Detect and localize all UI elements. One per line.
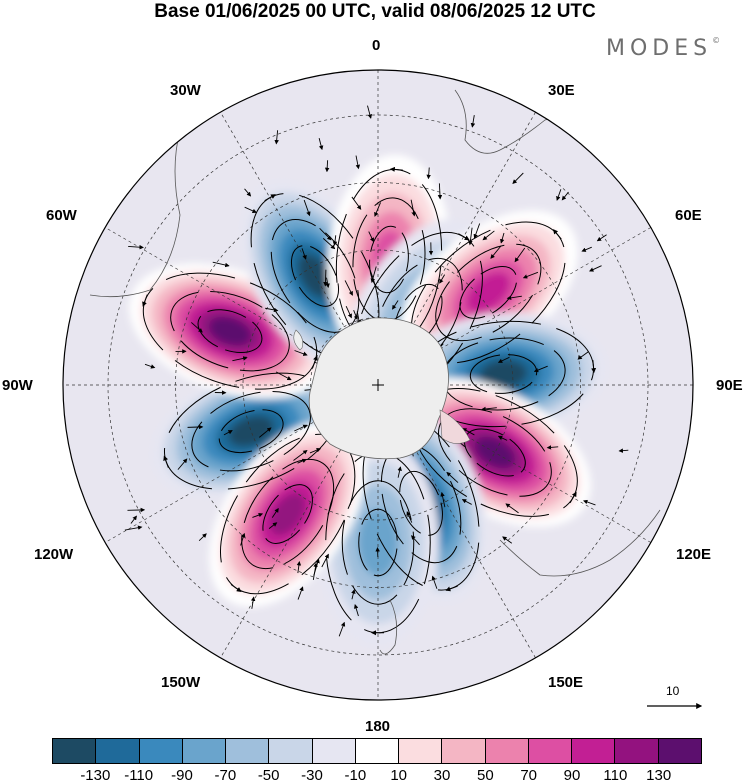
colorbar-tick-label: 130 [646,767,671,784]
colorbar-swatch [53,739,96,763]
colorbar-swatch [96,739,139,763]
colorbar-swatch [140,739,183,763]
lon-label-60w: 60W [46,207,77,224]
colorbar-swatch [269,739,312,763]
colorbar-tick-label: 90 [564,767,581,784]
colorbar-swatch [313,739,356,763]
lon-label-90e: 90E [716,377,743,394]
lon-label-150w: 150W [161,674,200,691]
lon-label-120e: 120E [676,546,711,563]
colorbar-swatch [486,739,529,763]
reference-vector-label: 10 [666,684,679,698]
colorbar-tick-label: -30 [301,767,323,784]
colorbar-swatch [183,739,226,763]
colorbar-tick-label: -10 [344,767,366,784]
lon-label-30e: 30E [548,82,575,99]
colorbar-tick-label: 10 [390,767,407,784]
lon-label-150e: 150E [548,674,583,691]
lon-label-120w: 120W [34,546,73,563]
colorbar-tick-label: -50 [258,767,280,784]
lon-label-30w: 30W [170,82,201,99]
colorbar [52,738,702,764]
lon-label-180: 180 [365,718,390,735]
lon-label-60e: 60E [675,207,702,224]
colorbar-tick-label: 50 [477,767,494,784]
colorbar-tick-label: -70 [214,767,236,784]
colorbar-tick-label: 70 [520,767,537,784]
colorbar-swatch [226,739,269,763]
colorbar-swatch [442,739,485,763]
colorbar-swatch [572,739,615,763]
colorbar-tick-label: 110 [603,767,627,784]
colorbar-tick-label: -110 [124,767,153,784]
colorbar-swatch [529,739,572,763]
colorbar-tick-label: -90 [171,767,193,784]
colorbar-tick-label: -130 [80,767,110,784]
wind-arrow [325,270,326,286]
colorbar-tick-label: 30 [434,767,451,784]
colorbar-swatch [615,739,658,763]
colorbar-swatch [356,739,399,763]
lon-label-0: 0 [372,37,380,54]
colorbar-swatch [659,739,701,763]
lon-label-90w: 90W [2,377,33,394]
colorbar-swatch [399,739,442,763]
